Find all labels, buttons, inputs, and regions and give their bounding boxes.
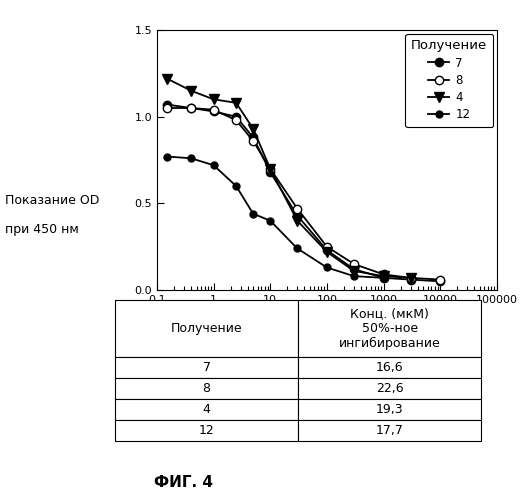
- 8: [250, 138, 256, 144]
- Text: Показание OD: Показание OD: [5, 194, 99, 206]
- 7: [188, 105, 194, 111]
- Line: 8: 8: [163, 104, 445, 284]
- 8: [351, 261, 357, 267]
- 12: [324, 264, 330, 270]
- 8: [407, 275, 414, 281]
- 7: [210, 108, 217, 114]
- 7: [233, 114, 239, 119]
- 7: [164, 102, 170, 107]
- 8: [164, 105, 170, 111]
- Text: при 450 нм: при 450 нм: [5, 224, 79, 236]
- 7: [324, 247, 330, 253]
- 12: [351, 273, 357, 279]
- 12: [294, 246, 300, 252]
- 4: [267, 166, 274, 172]
- 12: [210, 162, 217, 168]
- Line: 4: 4: [162, 74, 415, 282]
- 4: [250, 126, 256, 132]
- 4: [294, 218, 300, 224]
- Line: 7: 7: [163, 100, 445, 286]
- 4: [351, 268, 357, 274]
- 7: [407, 276, 414, 282]
- 7: [437, 278, 444, 284]
- 12: [188, 156, 194, 162]
- Legend: 7, 8, 4, 12: 7, 8, 4, 12: [405, 34, 493, 127]
- 4: [407, 275, 414, 281]
- 7: [351, 266, 357, 272]
- 8: [267, 166, 274, 172]
- 12: [164, 154, 170, 160]
- 12: [380, 275, 386, 281]
- 7: [267, 169, 274, 175]
- 8: [210, 106, 217, 112]
- 8: [233, 117, 239, 123]
- 4: [188, 88, 194, 94]
- 7: [250, 134, 256, 140]
- X-axis label: Концентрация ингибитора (мкМ): Концентрация ингибитора (мкМ): [217, 310, 437, 324]
- 8: [324, 244, 330, 250]
- 4: [380, 273, 386, 279]
- 8: [294, 206, 300, 212]
- 12: [267, 218, 274, 224]
- 4: [210, 96, 217, 102]
- 7: [294, 212, 300, 218]
- 12: [250, 210, 256, 216]
- Line: 12: 12: [163, 153, 387, 282]
- Text: ФИГ. 4: ФИГ. 4: [154, 475, 212, 490]
- 4: [233, 100, 239, 106]
- 7: [380, 275, 386, 281]
- 8: [437, 276, 444, 282]
- 8: [380, 272, 386, 278]
- 12: [233, 183, 239, 189]
- 4: [164, 76, 170, 82]
- 4: [324, 249, 330, 255]
- 8: [188, 105, 194, 111]
